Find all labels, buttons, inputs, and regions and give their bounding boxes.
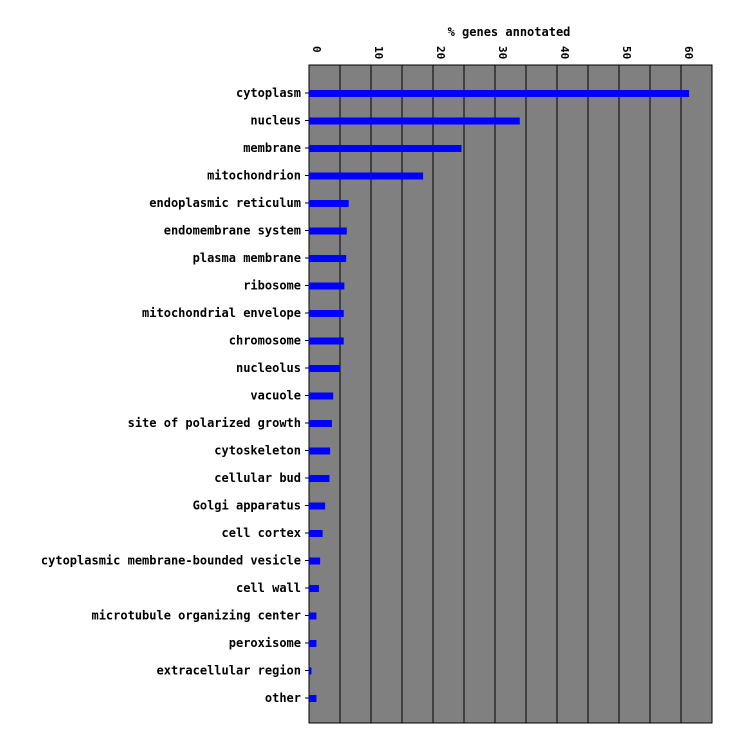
category-label: endoplasmic reticulum <box>149 196 301 210</box>
bar <box>309 200 349 207</box>
category-label: nucleolus <box>236 361 301 375</box>
x-tick-label: 30 <box>496 46 509 59</box>
bar <box>309 667 312 675</box>
bar <box>309 585 319 592</box>
bar <box>309 557 321 565</box>
category-label: cell cortex <box>222 526 301 540</box>
bar <box>309 502 326 510</box>
category-label: site of polarized growth <box>128 416 301 430</box>
x-axis-title: % genes annotated <box>448 25 571 39</box>
category-label: cellular bud <box>214 471 301 485</box>
bar <box>309 145 462 152</box>
x-tick-label: 0 <box>310 46 323 53</box>
category-label: cytoskeleton <box>214 444 301 458</box>
category-label: Golgi apparatus <box>193 499 301 513</box>
x-tick-label: 10 <box>372 46 385 59</box>
category-label: cytoplasm <box>236 86 301 100</box>
category-labels: cytoplasm nucleus membrane mitochondrion end… <box>41 86 301 705</box>
category-label: ribosome <box>243 279 301 293</box>
bar <box>309 90 690 97</box>
bar <box>309 172 424 180</box>
bar <box>309 227 347 235</box>
category-label: membrane <box>243 141 301 155</box>
x-tick-label: 60 <box>682 46 695 59</box>
bar <box>309 282 345 290</box>
bar <box>309 117 520 125</box>
bar <box>309 447 331 455</box>
bars <box>305 90 690 702</box>
bar <box>309 310 344 317</box>
bar <box>309 337 344 345</box>
bar <box>309 695 317 702</box>
category-label: cytoplasmic membrane-bounded vesicle <box>41 554 301 568</box>
category-label: mitochondrial envelope <box>142 306 301 320</box>
plot-area <box>308 64 713 724</box>
category-label: microtubule organizing center <box>91 609 301 623</box>
bar <box>309 392 334 400</box>
category-label: mitochondrion <box>207 169 301 183</box>
category-label: peroxisome <box>229 636 301 650</box>
category-label: endomembrane system <box>164 224 301 238</box>
x-tick-label: 50 <box>620 46 633 59</box>
x-tick-label: 40 <box>558 46 571 59</box>
x-tick-label: 20 <box>434 46 447 59</box>
category-label: chromosome <box>229 334 301 348</box>
category-label: nucleus <box>250 114 301 128</box>
x-axis-ticks: 0 10 20 30 40 50 60 <box>310 46 695 59</box>
bar <box>309 365 340 372</box>
category-label: extracellular region <box>157 664 302 678</box>
bar <box>309 640 317 647</box>
bar <box>309 255 347 262</box>
bar <box>309 530 323 537</box>
category-label: plasma membrane <box>193 251 301 265</box>
bar <box>309 475 330 482</box>
bar <box>309 612 317 620</box>
category-label: vacuole <box>250 389 301 403</box>
category-label: other <box>265 691 301 705</box>
category-label: cell wall <box>236 581 301 595</box>
bar <box>309 420 332 427</box>
